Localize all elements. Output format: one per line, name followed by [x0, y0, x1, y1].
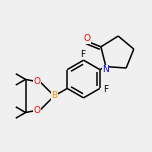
- Text: O: O: [33, 77, 40, 86]
- Text: O: O: [33, 106, 40, 115]
- Text: N: N: [102, 65, 109, 74]
- Text: F: F: [103, 85, 108, 94]
- Text: F: F: [80, 50, 85, 59]
- Text: O: O: [83, 35, 90, 43]
- Text: B: B: [51, 92, 57, 100]
